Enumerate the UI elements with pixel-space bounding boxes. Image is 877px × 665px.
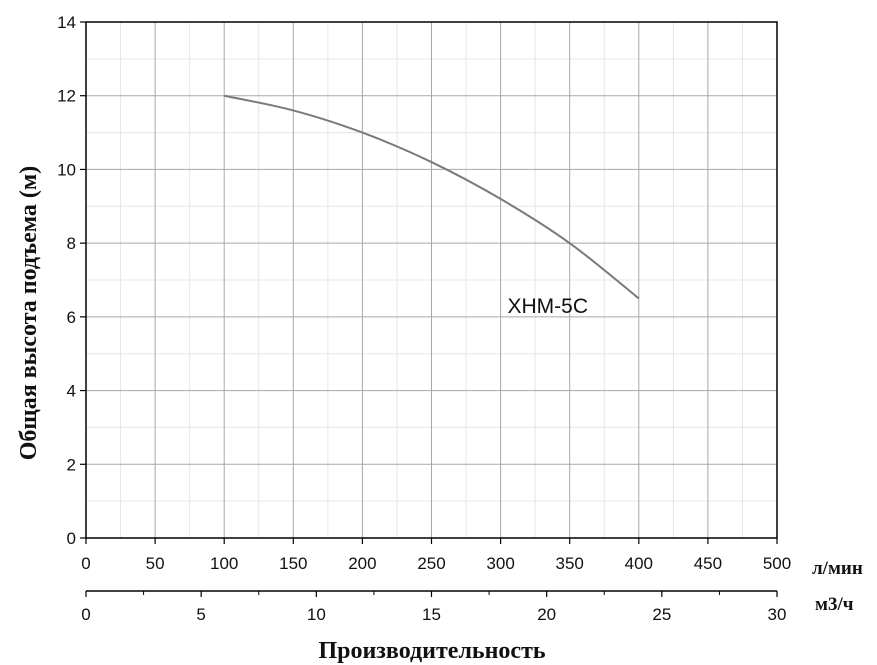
y-tick-label: 12: [57, 87, 76, 106]
x-tick-label: 200: [348, 554, 376, 573]
y-tick-label: 14: [57, 13, 76, 32]
x-ticks: 0 50 100 150 200 250 300 350 400 450 500: [81, 538, 791, 573]
x-tick-label: 250: [417, 554, 445, 573]
y-tick-label: 4: [67, 382, 76, 401]
y-tick-label: 2: [67, 455, 76, 474]
x-tick-label: 500: [763, 554, 791, 573]
x-tick-label: 450: [694, 554, 722, 573]
y-axis-title: Общая высота подъема (м): [16, 166, 42, 460]
y-tick-label: 8: [67, 234, 76, 253]
secondary-x-axis: 0 5 10 15 20 25 30: [81, 590, 787, 624]
x2-tick-label: 0: [81, 605, 90, 624]
x-tick-label: 400: [625, 554, 653, 573]
x-tick-label: 300: [486, 554, 514, 573]
x2-tick-label: 30: [768, 605, 787, 624]
y-tick-label: 0: [67, 529, 76, 548]
series-line-xhm-5c: [223, 94, 640, 300]
series-label-xhm-5c: XHM-5C: [508, 295, 589, 318]
x-tick-label: 150: [279, 554, 307, 573]
x-tick-label: 350: [556, 554, 584, 573]
x2-tick-label: 10: [307, 605, 326, 624]
x2-tick-label: 25: [652, 605, 671, 624]
x-unit-secondary: м3/ч: [815, 594, 854, 615]
x-tick-label: 50: [146, 554, 165, 573]
y-tick-label: 10: [57, 160, 76, 179]
y-ticks: 0 2 4 6 8 10 12 14: [57, 13, 86, 548]
y-tick-label: 6: [67, 308, 76, 327]
x-tick-label: 0: [81, 554, 90, 573]
x2-tick-label: 20: [537, 605, 556, 624]
series-group: XHM-5C: [223, 94, 640, 318]
x2-tick-label: 5: [196, 605, 205, 624]
x-tick-label: 100: [210, 554, 238, 573]
x-unit-primary: л/мин: [812, 558, 863, 579]
x2-tick-label: 15: [422, 605, 441, 624]
x-axis-title: Производительность: [318, 638, 545, 664]
